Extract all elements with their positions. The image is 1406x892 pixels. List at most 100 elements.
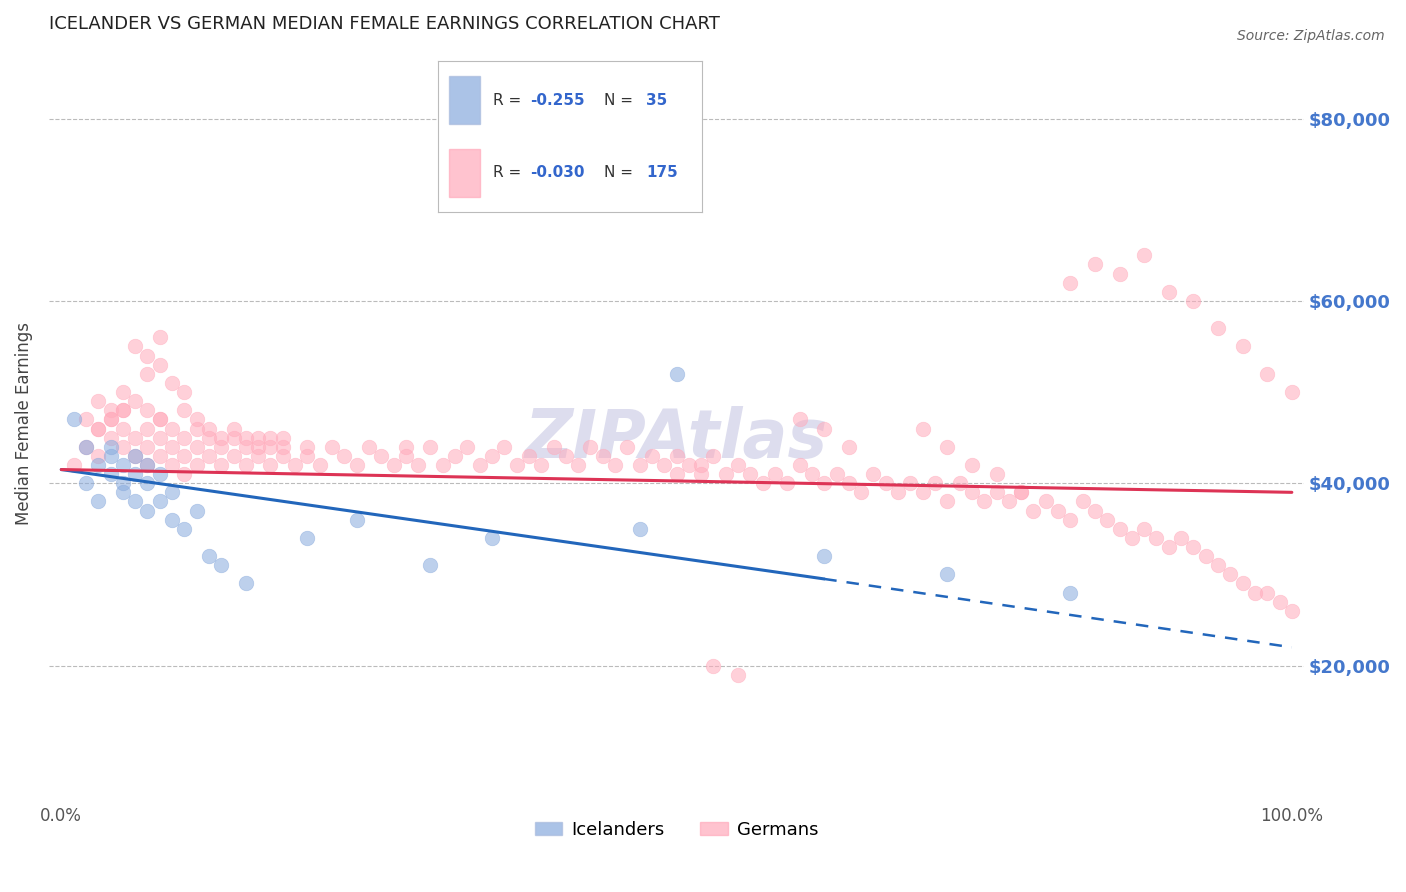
Point <box>973 494 995 508</box>
Point <box>111 403 134 417</box>
Point <box>579 440 602 454</box>
Point <box>554 449 576 463</box>
Point <box>75 440 97 454</box>
Point <box>209 440 232 454</box>
Point <box>727 458 749 472</box>
Text: Source: ZipAtlas.com: Source: ZipAtlas.com <box>1237 29 1385 43</box>
Point <box>111 403 134 417</box>
Point <box>111 458 134 472</box>
Point <box>186 412 208 426</box>
Point <box>1047 503 1070 517</box>
Point <box>948 476 970 491</box>
Point <box>641 449 664 463</box>
Point <box>173 403 195 417</box>
Point <box>665 467 688 482</box>
Point <box>259 440 281 454</box>
Point <box>247 449 270 463</box>
Point <box>259 431 281 445</box>
Point <box>149 494 172 508</box>
Point <box>1182 540 1205 554</box>
Point <box>271 440 294 454</box>
Point <box>87 394 110 409</box>
Point <box>136 367 159 381</box>
Point <box>813 476 835 491</box>
Point <box>813 421 835 435</box>
Point <box>100 403 122 417</box>
Point <box>124 467 146 482</box>
Point <box>1195 549 1218 563</box>
Point <box>468 458 491 472</box>
Point <box>1133 248 1156 262</box>
Point <box>936 440 959 454</box>
Point <box>247 431 270 445</box>
Point <box>813 549 835 563</box>
Point <box>87 458 110 472</box>
Point <box>160 485 183 500</box>
Point <box>419 558 441 573</box>
Point <box>1281 604 1303 618</box>
Point <box>100 412 122 426</box>
Point <box>838 440 860 454</box>
Point <box>124 431 146 445</box>
Point <box>173 385 195 400</box>
Point <box>924 476 946 491</box>
Point <box>800 467 823 482</box>
Point <box>284 458 307 472</box>
Point <box>395 440 418 454</box>
Point <box>357 440 380 454</box>
Point <box>173 431 195 445</box>
Point <box>160 458 183 472</box>
Point <box>308 458 330 472</box>
Point <box>198 449 221 463</box>
Point <box>936 567 959 582</box>
Point <box>136 476 159 491</box>
Point <box>665 449 688 463</box>
Point <box>494 440 516 454</box>
Point <box>259 458 281 472</box>
Point <box>100 449 122 463</box>
Point <box>136 440 159 454</box>
Text: ZIPAtlas: ZIPAtlas <box>524 406 828 472</box>
Point <box>124 449 146 463</box>
Point <box>87 421 110 435</box>
Point <box>444 449 467 463</box>
Point <box>1182 293 1205 308</box>
Point <box>652 458 675 472</box>
Point <box>87 421 110 435</box>
Point <box>1010 485 1032 500</box>
Point <box>986 467 1008 482</box>
Point <box>432 458 454 472</box>
Point <box>100 431 122 445</box>
Point <box>690 458 713 472</box>
Point <box>186 458 208 472</box>
Point <box>136 421 159 435</box>
Point <box>1084 503 1107 517</box>
Point <box>1108 522 1130 536</box>
Point <box>481 531 503 545</box>
Point <box>1170 531 1192 545</box>
Point <box>567 458 589 472</box>
Point <box>136 349 159 363</box>
Point <box>111 385 134 400</box>
Point <box>321 440 343 454</box>
Point <box>198 549 221 563</box>
Point <box>936 494 959 508</box>
Point <box>898 476 921 491</box>
Point <box>1035 494 1057 508</box>
Point <box>247 440 270 454</box>
Point <box>100 467 122 482</box>
Point <box>149 412 172 426</box>
Point <box>111 440 134 454</box>
Point <box>75 440 97 454</box>
Point <box>297 531 319 545</box>
Point <box>100 412 122 426</box>
Point <box>1256 585 1278 599</box>
Point <box>111 421 134 435</box>
Point <box>702 449 724 463</box>
Point <box>149 467 172 482</box>
Point <box>875 476 897 491</box>
Point <box>665 367 688 381</box>
Point <box>75 476 97 491</box>
Point <box>986 485 1008 500</box>
Point <box>1268 595 1291 609</box>
